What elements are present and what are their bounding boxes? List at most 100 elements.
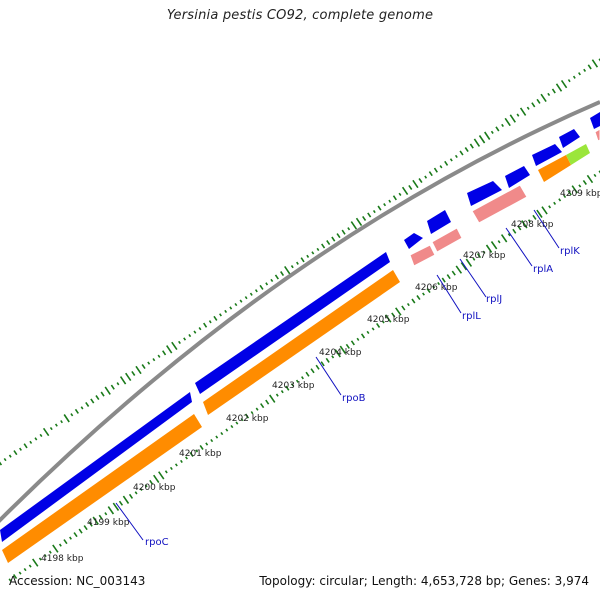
gc-tick (555, 83, 563, 92)
gc-tick (48, 550, 52, 554)
gc-tick (73, 532, 78, 538)
gc-tick (362, 215, 367, 221)
orange-feature-2[interactable] (203, 270, 400, 415)
gc-tick (18, 571, 22, 575)
gc-tick (484, 131, 491, 140)
gc-tick (540, 93, 547, 103)
gc-tick (128, 493, 134, 499)
gc-tick (490, 130, 494, 134)
gc-tick (265, 399, 270, 405)
gene-labels: rpoC rpoB rplL rplJ rplA rplK (145, 246, 580, 548)
kbp-label: 4206 kbp (415, 283, 458, 293)
cds-rplL[interactable] (404, 233, 423, 249)
gc-tick (244, 296, 248, 300)
gc-tick (296, 261, 299, 265)
gene-label-rplL[interactable]: rplL (462, 311, 481, 322)
gc-tick (230, 424, 234, 429)
gc-tick (54, 423, 58, 427)
gc-tick (372, 209, 376, 214)
gc-tick (517, 225, 522, 231)
gc-tick (315, 364, 320, 370)
pink-feature-4[interactable] (594, 128, 600, 142)
gc-tick (593, 173, 597, 178)
gc-tick (235, 421, 239, 425)
gc-tick (320, 361, 325, 367)
gc-tick (280, 271, 285, 277)
gc-tick (598, 170, 600, 174)
gc-tick (169, 466, 173, 471)
pink-feature-3[interactable] (471, 184, 528, 224)
gc-tick (144, 484, 148, 488)
gc-tick (107, 506, 115, 515)
gc-tick (366, 330, 370, 335)
gc-skew-outer-track (0, 58, 600, 466)
forward-cds-track (0, 112, 600, 542)
gc-tick (63, 414, 70, 423)
gc-tick (507, 233, 511, 237)
cds-secE[interactable] (590, 112, 600, 129)
gc-tick (254, 289, 258, 293)
gc-tick (578, 184, 582, 188)
gc-tick (401, 186, 409, 196)
gc-tick (38, 557, 42, 561)
gc-tick (567, 190, 572, 196)
gc-tick (260, 403, 265, 409)
gc-tick (376, 322, 381, 328)
kbp-label: 4203 kbp (272, 381, 315, 391)
kbp-label: 4208 kbp (511, 220, 554, 230)
gc-tick (441, 277, 446, 283)
gc-tick (408, 184, 413, 190)
cds-rplJ[interactable] (427, 210, 451, 234)
cds-nusG[interactable] (559, 129, 580, 148)
gc-tick (339, 345, 347, 354)
orange-feature-1[interactable] (2, 414, 202, 563)
pink-feature-2[interactable] (431, 227, 463, 253)
gc-tick (424, 175, 428, 179)
gc-tick (411, 298, 416, 304)
cds-rplK2[interactable] (532, 144, 562, 166)
gc-tick (188, 333, 192, 338)
gc-tick (80, 406, 84, 410)
gc-tick (83, 525, 88, 531)
gc-tick (305, 371, 310, 377)
gc-tick (63, 539, 68, 545)
gc-tick (147, 361, 151, 365)
gene-label-rpoC[interactable]: rpoC (145, 537, 169, 548)
gc-tick (336, 233, 341, 239)
cds-rplA[interactable] (467, 181, 502, 206)
gc-tick (516, 113, 520, 117)
green-feature[interactable] (566, 144, 590, 165)
kbp-label: 4209 kbp (560, 189, 600, 199)
gc-tick (495, 126, 500, 132)
cds-rpoC[interactable] (0, 392, 192, 542)
gc-tick (85, 401, 90, 407)
gc-tick (118, 500, 124, 506)
gc-tick (23, 443, 28, 449)
orange-feature-3[interactable] (538, 155, 571, 182)
gc-tick (334, 349, 341, 358)
gc-tick (587, 64, 592, 70)
gene-label-rplJ[interactable]: rplJ (486, 294, 502, 305)
gc-tick (454, 154, 458, 159)
gc-tick (198, 327, 202, 331)
gc-tick (295, 379, 299, 383)
gc-tick (473, 138, 481, 147)
pink-feature-1[interactable] (409, 244, 436, 267)
gc-tick (383, 203, 387, 207)
gc-tick (465, 258, 473, 267)
gc-tick (193, 330, 197, 334)
gc-tick (139, 487, 143, 491)
gene-label-rplA[interactable]: rplA (533, 264, 553, 275)
gene-label-rplK[interactable]: rplK (560, 246, 580, 257)
gc-tick (356, 337, 360, 341)
gc-tick (598, 58, 600, 62)
cds-rplK[interactable] (505, 166, 530, 188)
map-title: Yersinia pestis CO92, complete genome (166, 8, 434, 23)
gc-tick (519, 107, 527, 116)
gc-tick (29, 440, 33, 444)
gc-tick (69, 536, 72, 540)
gc-tick (205, 442, 209, 446)
gene-label-rpoB[interactable]: rpoB (342, 393, 366, 404)
cds-rpoB[interactable] (195, 252, 390, 394)
